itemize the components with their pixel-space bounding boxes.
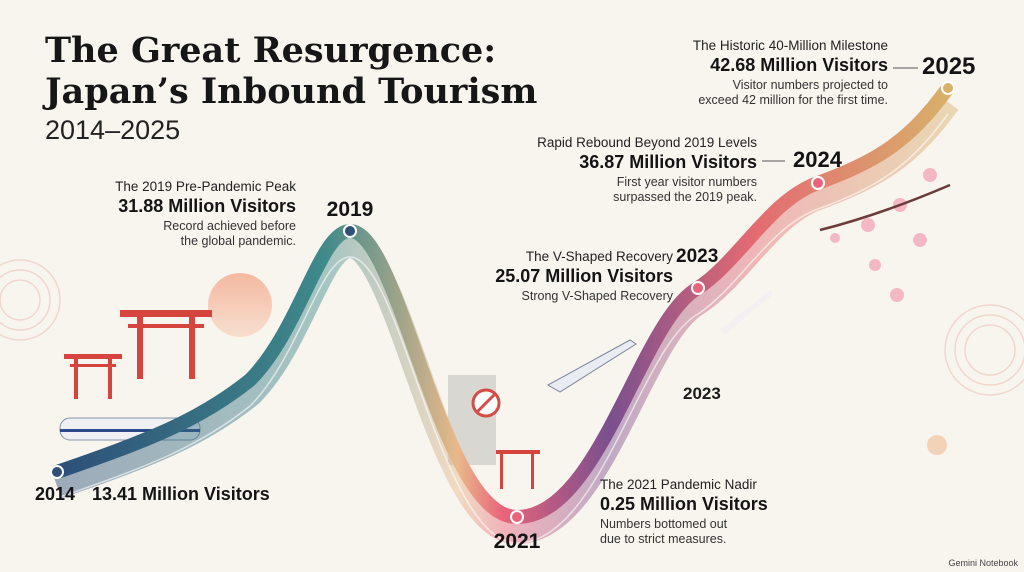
milestone-year: 2019 (327, 198, 374, 221)
milestone-point (811, 176, 825, 190)
milestone-description: Visitor numbers projected to (733, 78, 888, 92)
milestone-heading: The V-Shaped Recovery (526, 249, 673, 264)
milestone-year: 2014 (35, 484, 75, 504)
milestone-value: 25.07 Million Visitors (495, 266, 673, 286)
milestone-heading: Rapid Rebound Beyond 2019 Levels (537, 135, 757, 150)
milestone-description: due to strict measures. (600, 532, 726, 546)
milestone-heading: The Historic 40-Million Milestone (693, 38, 888, 53)
milestone-value: 36.87 Million Visitors (579, 152, 757, 172)
milestone-description: exceed 42 million for the first time. (698, 93, 888, 107)
subtitle: 2014–2025 (45, 115, 180, 145)
milestone-description: First year visitor numbers (617, 175, 757, 189)
milestone-year: 2023 (676, 246, 718, 267)
milestone-year: 2021 (494, 530, 541, 553)
milestone-year: 2025 (922, 53, 975, 80)
milestone-point (941, 81, 955, 95)
milestone-description: Strong V-Shaped Recovery (522, 289, 674, 303)
footer: Gemini Notebook (948, 558, 1018, 568)
milestone-point (510, 510, 524, 524)
milestone-heading: The 2019 Pre-Pandemic Peak (115, 179, 296, 194)
milestone-point (343, 224, 357, 238)
curve-label: 2023 (683, 384, 721, 403)
milestone-value: 42.68 Million Visitors (710, 55, 888, 75)
milestone-description: surpassed the 2019 peak. (613, 190, 757, 204)
milestone-point (691, 281, 705, 295)
title-line: The Great Resurgence: (45, 30, 496, 71)
milestone-description: Record achieved before (163, 219, 296, 233)
milestone-heading: The 2021 Pandemic Nadir (600, 477, 757, 492)
milestone-description: Numbers bottomed out (600, 517, 728, 531)
milestone-point (50, 465, 64, 479)
milestone-value: 31.88 Million Visitors (118, 196, 296, 216)
milestone-value: 13.41 Million Visitors (92, 484, 270, 504)
milestone-value: 0.25 Million Visitors (600, 494, 768, 514)
title-line: Japan’s Inbound Tourism (42, 71, 537, 112)
trend-ribbon (52, 83, 959, 545)
milestone-description: the global pandemic. (181, 234, 296, 248)
text-layer: The Great Resurgence: Japan’s Inbound To… (42, 30, 1018, 568)
milestone-year: 2024 (793, 147, 843, 172)
